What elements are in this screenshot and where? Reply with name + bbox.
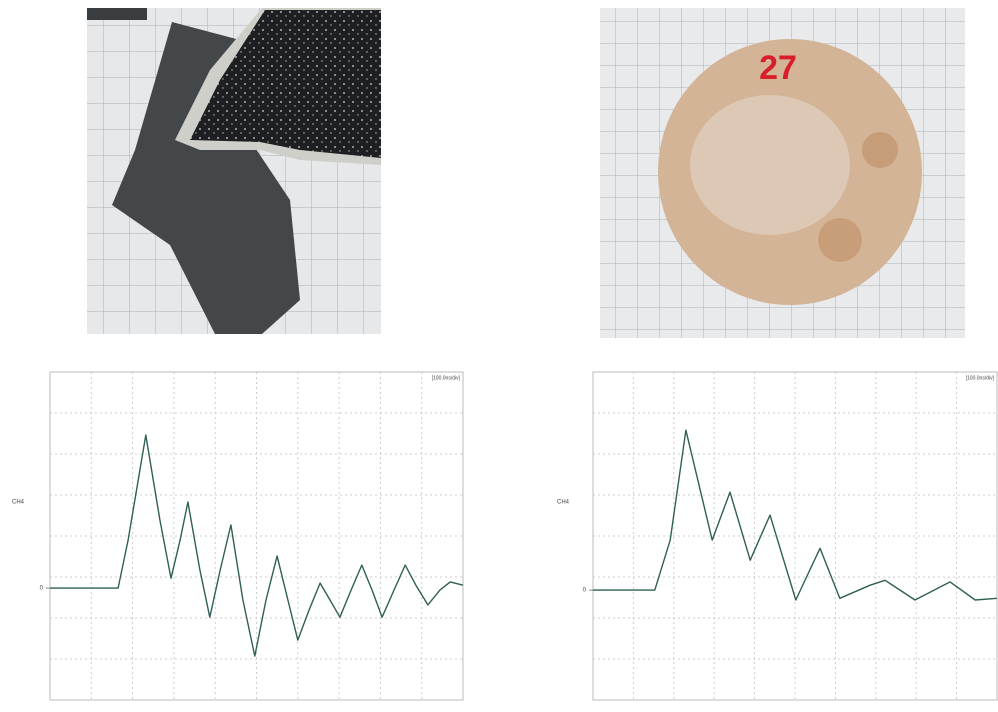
sample-number: 27	[759, 49, 797, 87]
charts: 0 CH4 [100.0ns/div] 0 CH4 [100.0ns/div]	[12, 372, 997, 700]
y-tick-label: 0	[583, 588, 587, 594]
page: 27 0CH4[100.0ns/div]0CH4[100.0ns/div] ((…	[0, 0, 998, 712]
rock-photo	[87, 8, 381, 334]
scale-annotation: [100.0ns/div]	[432, 375, 461, 381]
y-axis-label: CH4	[12, 500, 25, 506]
disc-photo: 27	[600, 8, 965, 338]
y-axis-label: CH4	[557, 500, 570, 506]
figure: 27 0 CH4 [100.0ns/div] 0 CH4 [100.0ns/div]	[0, 0, 998, 707]
scale-annotation: [100.0ns/div]	[966, 375, 995, 381]
y-tick-label: 0	[40, 586, 44, 592]
